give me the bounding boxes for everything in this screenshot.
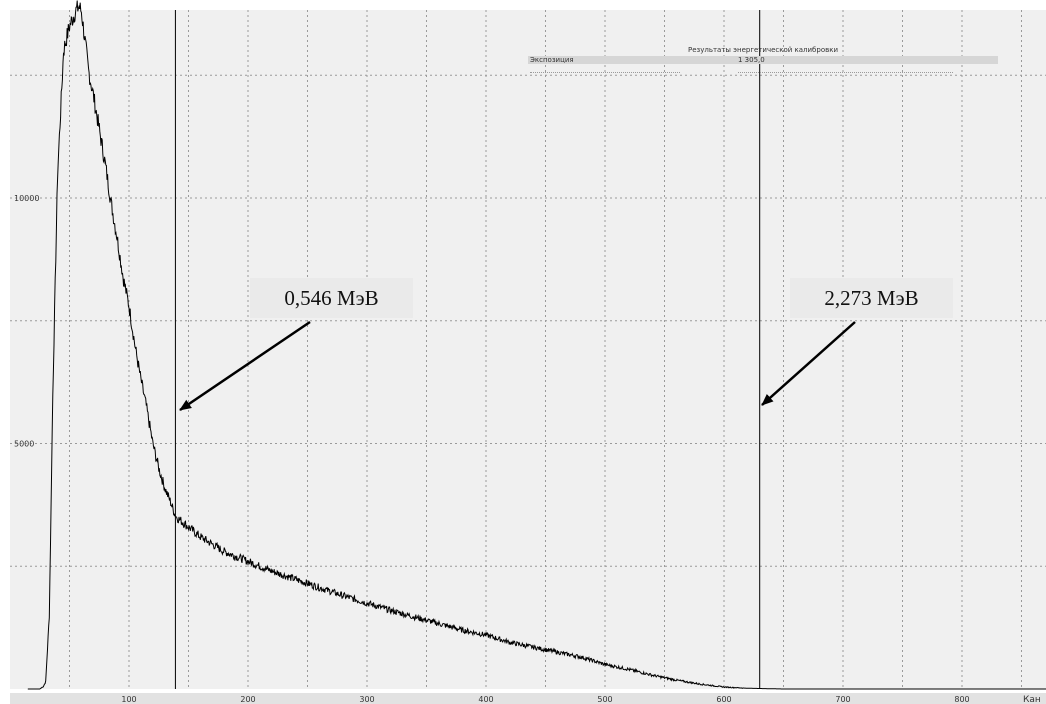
- annotation-arrow-1: [761, 321, 856, 406]
- separator-dots-right: [738, 72, 953, 73]
- channel-markers: [174, 10, 761, 689]
- gridlines: [10, 10, 1046, 689]
- annotation-arrow-0: [179, 320, 311, 412]
- x-tick-label: 800: [954, 695, 969, 704]
- series-line-spectrum: [27, 0, 1046, 690]
- x-tick-label: 400: [478, 695, 493, 704]
- plot-background: [10, 10, 1046, 689]
- y-tick-label: 5000: [14, 440, 34, 449]
- annotation-arrows: [179, 320, 856, 412]
- x-axis-bar: [10, 693, 1046, 704]
- x-axis-label: Кан: [1023, 695, 1041, 704]
- calibration-results-panel: Результаты энергетической калибровки Экс…: [528, 46, 998, 76]
- exposure-row: Экспозиция 1 305,0: [528, 56, 998, 64]
- separator-dots-left: [530, 72, 680, 73]
- x-tick-label: 200: [240, 695, 255, 704]
- y-tick-labels: 5000 10000: [14, 194, 39, 449]
- x-tick-label: 100: [121, 695, 136, 704]
- x-tick-label: 300: [359, 695, 374, 704]
- x-tick-labels: 100 200 300 400 500 600 700 800: [121, 695, 969, 704]
- x-tick-label: 600: [716, 695, 731, 704]
- annotation-label-2273: 2,273 МэВ: [790, 278, 953, 318]
- y-tick-label: 10000: [14, 194, 39, 203]
- exposure-label: Экспозиция: [530, 56, 574, 64]
- x-tick-label: 700: [835, 695, 850, 704]
- results-title: Результаты энергетической калибровки: [687, 46, 839, 54]
- annotation-label-0546: 0,546 МэВ: [250, 278, 413, 318]
- x-tick-label: 500: [597, 695, 612, 704]
- exposure-value: 1 305,0: [738, 56, 765, 64]
